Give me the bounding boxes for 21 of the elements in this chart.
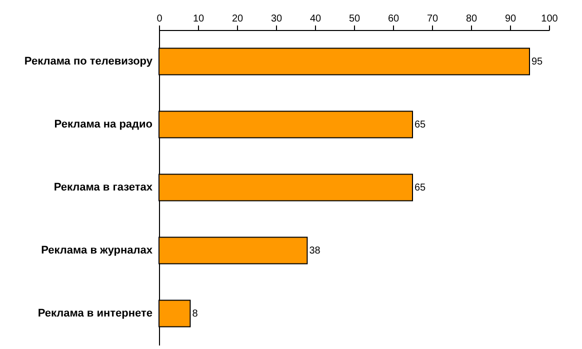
- x-tick-label: 10: [192, 14, 204, 24]
- data-label: 8: [192, 308, 198, 320]
- x-tick-label: 80: [466, 14, 478, 24]
- x-tick-label: 20: [232, 14, 244, 24]
- x-tick-label: 70: [426, 14, 438, 24]
- data-label: 38: [309, 246, 321, 256]
- y-tick-label: Реклама в газетах: [54, 182, 154, 194]
- x-tick-label: 90: [504, 14, 516, 24]
- x-tick-label: 100: [541, 14, 558, 24]
- y-tick-label: Реклама в интернете: [38, 308, 152, 320]
- y-tick-label: Реклама по телевизору: [24, 56, 154, 68]
- y-tick-label: Реклама в журналах: [41, 244, 154, 256]
- x-tick-label: 50: [348, 14, 360, 24]
- y-tick-label: Реклама на радио: [54, 118, 153, 130]
- x-tick-label: 60: [388, 14, 400, 24]
- data-label: 65: [414, 120, 426, 130]
- x-tick-label: 30: [270, 14, 282, 24]
- data-label: 65: [414, 182, 426, 194]
- x-tick-label: 40: [310, 14, 322, 24]
- data-label: 95: [532, 56, 544, 68]
- x-tick-label: 0: [156, 14, 163, 24]
